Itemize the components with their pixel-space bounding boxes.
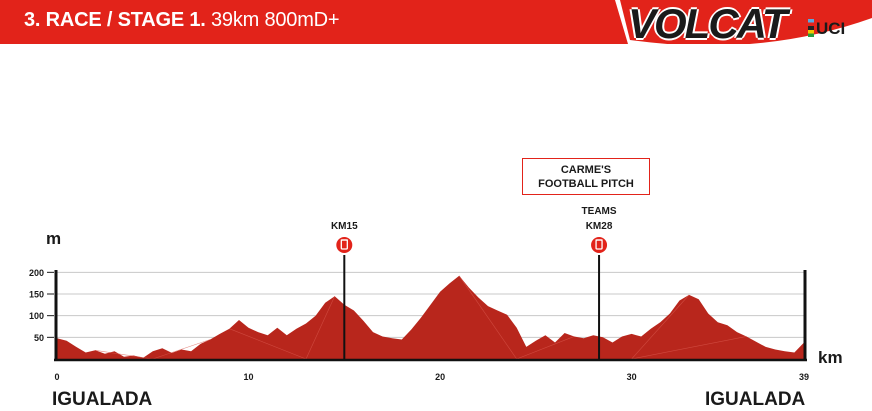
shade-line: [229, 328, 307, 360]
feed-zone-icon: [591, 237, 608, 253]
shade-line: [631, 294, 690, 360]
x-tick-label: 30: [627, 372, 637, 382]
chart-markers: KM15 KM28 TEAMS: [331, 206, 617, 359]
y-tick-label: 50: [34, 333, 44, 343]
marker-label: KM15: [331, 221, 358, 232]
uci-logo: UCI: [816, 19, 846, 38]
stage-title-distance: 39km 800mD+: [210, 9, 340, 31]
football-pitch-callout: CARME'S FOOTBALL PITCH: [522, 158, 650, 195]
x-tick-label: 39: [799, 372, 809, 382]
start-location: IGUALADA: [52, 389, 153, 410]
x-tick-label: 0: [54, 372, 59, 382]
chart-verticals: [54, 270, 807, 362]
chart-ticks: 0 10 20 30 39: [54, 372, 809, 382]
feed-zone-icon: [336, 237, 353, 253]
callout-line-1: CARME'S: [560, 164, 612, 176]
shade-line: [152, 339, 211, 360]
marker-label-top: TEAMS: [582, 206, 617, 217]
y-axis-label: m: [46, 229, 62, 248]
stage-title-bold: 3. RACE / STAGE 1.: [24, 9, 206, 31]
x-tick-label: 10: [244, 372, 254, 382]
elevation-shading: [95, 275, 747, 360]
shade-line: [95, 350, 153, 360]
shade-line: [458, 275, 517, 360]
y-tick-label: 200: [29, 268, 44, 278]
volcat-logo: VOLCAT: [628, 0, 788, 47]
marker-label: KM28: [586, 221, 613, 232]
callout-line-2: FOOTBALL PITCH: [538, 178, 634, 190]
y-tick-label: 150: [29, 290, 44, 300]
x-axis-label: km: [818, 348, 843, 367]
stage-title: 3. RACE / STAGE 1. 39km 800mD+: [24, 9, 340, 32]
elevation-area: [57, 275, 804, 359]
finish-location: IGUALADA: [705, 389, 806, 410]
shade-line: [305, 296, 336, 360]
shade-line: [631, 336, 747, 360]
x-tick-label: 20: [435, 372, 445, 382]
shade-line: [516, 336, 575, 360]
uci-stripes-icon: [808, 19, 814, 37]
y-tick-label: 100: [29, 311, 44, 321]
